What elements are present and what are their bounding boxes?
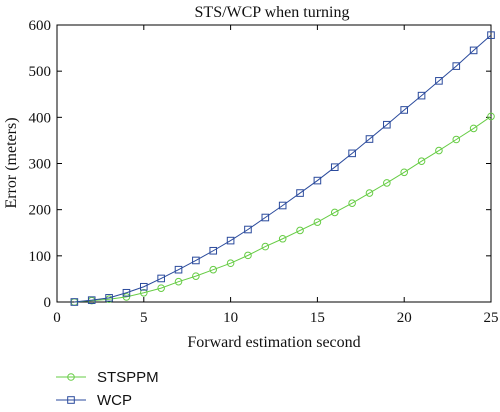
data-point (330, 163, 339, 171)
data-point (157, 284, 165, 292)
x-axis-label: Forward estimation second (187, 334, 360, 351)
series-stsppm (70, 112, 495, 306)
data-point (140, 288, 148, 297)
x-tick-label: 10 (223, 310, 238, 326)
y-tick-label: 600 (29, 18, 52, 34)
data-point (469, 124, 478, 133)
y-tick-label: 200 (29, 203, 52, 219)
data-point (140, 282, 148, 291)
data-point (226, 236, 235, 245)
series-line (74, 115, 492, 303)
data-point (278, 201, 287, 210)
x-tick-label: 5 (140, 310, 148, 326)
legend: STSPPM WCP (56, 369, 159, 409)
data-point (365, 189, 374, 197)
y-tick-label: 400 (29, 110, 52, 126)
data-point (365, 135, 374, 143)
data-point (209, 265, 218, 274)
legend-item-wcp: WCP (56, 392, 132, 409)
data-point (469, 46, 478, 55)
data-point (435, 146, 443, 155)
data-point (452, 62, 461, 70)
data-point (296, 189, 304, 197)
y-tick-label: 500 (29, 64, 52, 80)
series-wcp (70, 31, 495, 306)
legend-item-stsppm: STSPPM (56, 369, 159, 386)
data-point (348, 199, 356, 208)
data-point (67, 396, 75, 404)
data-point (157, 274, 165, 283)
plot-frame (56, 24, 492, 303)
x-tick-label: 20 (397, 310, 412, 326)
series-line (74, 34, 492, 303)
data-point (487, 112, 495, 121)
data-point (261, 242, 270, 251)
y-axis-label: Error (meters) (3, 117, 20, 208)
axes: 0 5 10 15 20 25 0 100 200 300 400 500 600 (29, 18, 499, 326)
data-point (296, 226, 304, 235)
data-point (261, 213, 270, 222)
data-point (487, 31, 495, 39)
x-tick-label: 0 (53, 310, 61, 326)
legend-label: STSPPM (97, 369, 159, 386)
y-tick-label: 0 (44, 295, 52, 311)
data-point (174, 265, 183, 274)
data-point (417, 157, 426, 165)
data-point (435, 77, 443, 85)
series-layer (70, 31, 495, 306)
data-point (122, 288, 131, 297)
data-point (417, 91, 426, 100)
data-point (313, 176, 322, 185)
data-point (192, 256, 200, 265)
data-point (70, 298, 79, 306)
data-point (122, 293, 131, 301)
data-point (87, 296, 96, 304)
data-point (67, 373, 75, 381)
data-point (244, 251, 252, 260)
data-point (244, 225, 252, 234)
x-tick-label: 25 (484, 310, 499, 326)
legend-label: WCP (97, 392, 132, 409)
x-tick-label: 15 (310, 310, 325, 326)
data-point (209, 246, 218, 255)
data-point (452, 135, 461, 144)
data-point (105, 294, 113, 302)
data-point (400, 168, 409, 177)
data-point (192, 272, 200, 280)
data-point (348, 149, 356, 158)
data-point (278, 234, 287, 243)
data-point (383, 120, 391, 129)
data-point (330, 208, 339, 217)
y-tick-label: 100 (29, 249, 52, 265)
data-point (313, 218, 322, 226)
data-point (383, 179, 391, 187)
data-point (400, 106, 408, 114)
data-point (174, 277, 183, 286)
chart-title: STS/WCP when turning (195, 4, 350, 21)
y-tick-label: 300 (29, 157, 52, 173)
data-point (226, 259, 235, 268)
